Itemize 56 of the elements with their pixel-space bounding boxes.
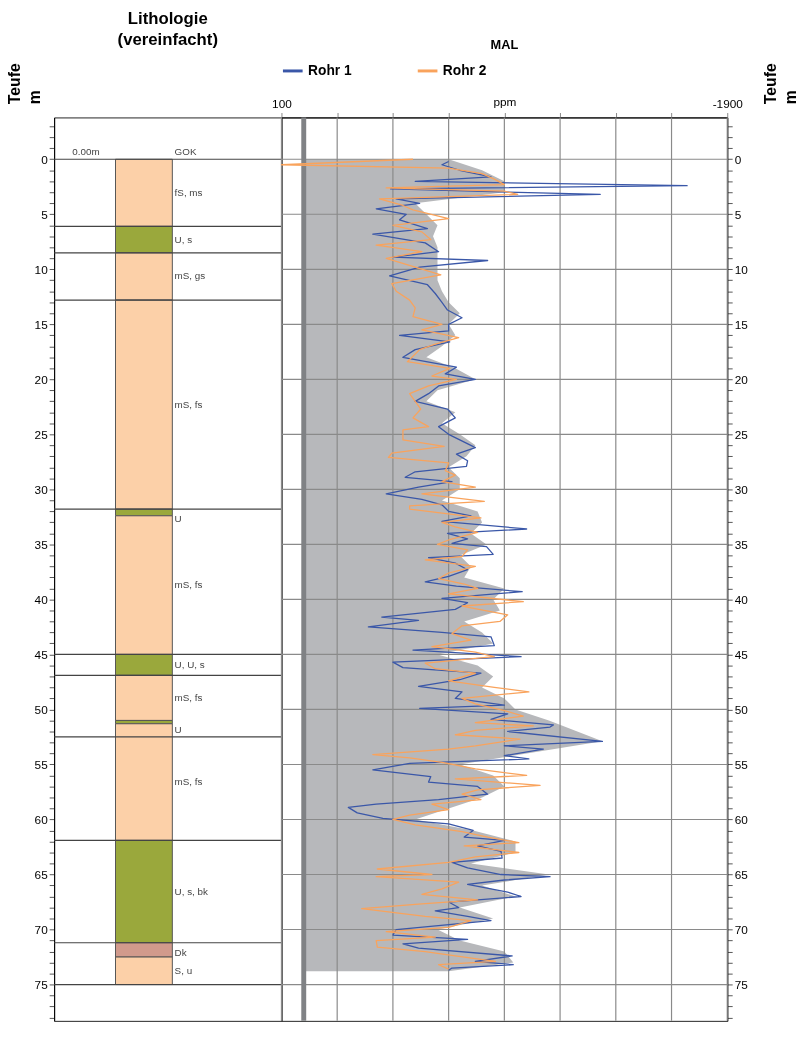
- y-tick-label: 25: [734, 427, 749, 442]
- series-label: U, U, s: [174, 658, 205, 670]
- y-tick-label: 55: [34, 757, 49, 772]
- series-label: S, u: [174, 964, 193, 976]
- y-tick-label: 45: [34, 647, 49, 662]
- y-tick-label: 45: [734, 647, 749, 662]
- series-label: U: [174, 513, 182, 525]
- y-tick-label: 60: [734, 812, 749, 827]
- annotation: GOK: [174, 146, 197, 158]
- y-axis-title: Teufe m: [6, 63, 43, 105]
- y-tick-label: 30: [734, 482, 749, 497]
- series-label: U, s, bk: [174, 885, 209, 897]
- y-tick-label: 50: [34, 702, 49, 717]
- chart-title: Lithologie (vereinfacht): [117, 9, 218, 50]
- y-tick-label: 5: [41, 207, 49, 222]
- x-axis-title: ppm: [493, 95, 517, 110]
- y-tick-label: 0: [734, 152, 742, 167]
- y-tick-label: 75: [34, 977, 49, 992]
- annotation: 0.00m: [72, 146, 100, 158]
- y-tick-label: 20: [34, 372, 49, 387]
- series-label: mS, fs: [174, 398, 203, 410]
- legend-label: Rohr 2: [442, 62, 487, 78]
- y-tick-label: 70: [34, 922, 49, 937]
- y-tick-label: 55: [734, 757, 749, 772]
- y-tick-label: 40: [734, 592, 749, 607]
- series-label: mS, fs: [174, 579, 203, 591]
- x-tick-label: 100: [272, 97, 293, 112]
- series-label: mS, fs: [174, 776, 203, 788]
- series-label: U: [174, 724, 182, 736]
- y-tick-label: 70: [734, 922, 749, 937]
- y-tick-label: 15: [734, 317, 749, 332]
- y-tick-label: 35: [734, 537, 749, 552]
- series-label: Dk: [174, 946, 187, 958]
- y-tick-label: 75: [734, 977, 749, 992]
- chart-title: MAL: [490, 36, 519, 52]
- series-label: mS, fs: [174, 691, 203, 703]
- x-tick-label: -1900: [712, 97, 744, 112]
- legend-label: Rohr 1: [308, 62, 352, 78]
- series-label: mS, gs: [174, 270, 206, 282]
- y-tick-label: 65: [734, 867, 749, 882]
- series-label: fS, ms: [174, 186, 203, 198]
- y-tick-label: 5: [734, 207, 742, 222]
- y-tick-label: 35: [34, 537, 49, 552]
- y-tick-label: 65: [34, 867, 49, 882]
- y-tick-label: 10: [34, 262, 49, 277]
- y-tick-label: 50: [734, 702, 749, 717]
- series-label: U, s: [174, 233, 193, 245]
- y-tick-label: 0: [41, 152, 49, 167]
- y-tick-label: 40: [34, 592, 49, 607]
- y-tick-label: 30: [34, 482, 49, 497]
- y-tick-label: 20: [734, 372, 749, 387]
- y-tick-label: 10: [734, 262, 749, 277]
- y-tick-label: 60: [34, 812, 49, 827]
- y-axis-title: Teufe m: [761, 63, 799, 105]
- y-tick-label: 15: [34, 317, 49, 332]
- y-tick-label: 25: [34, 427, 49, 442]
